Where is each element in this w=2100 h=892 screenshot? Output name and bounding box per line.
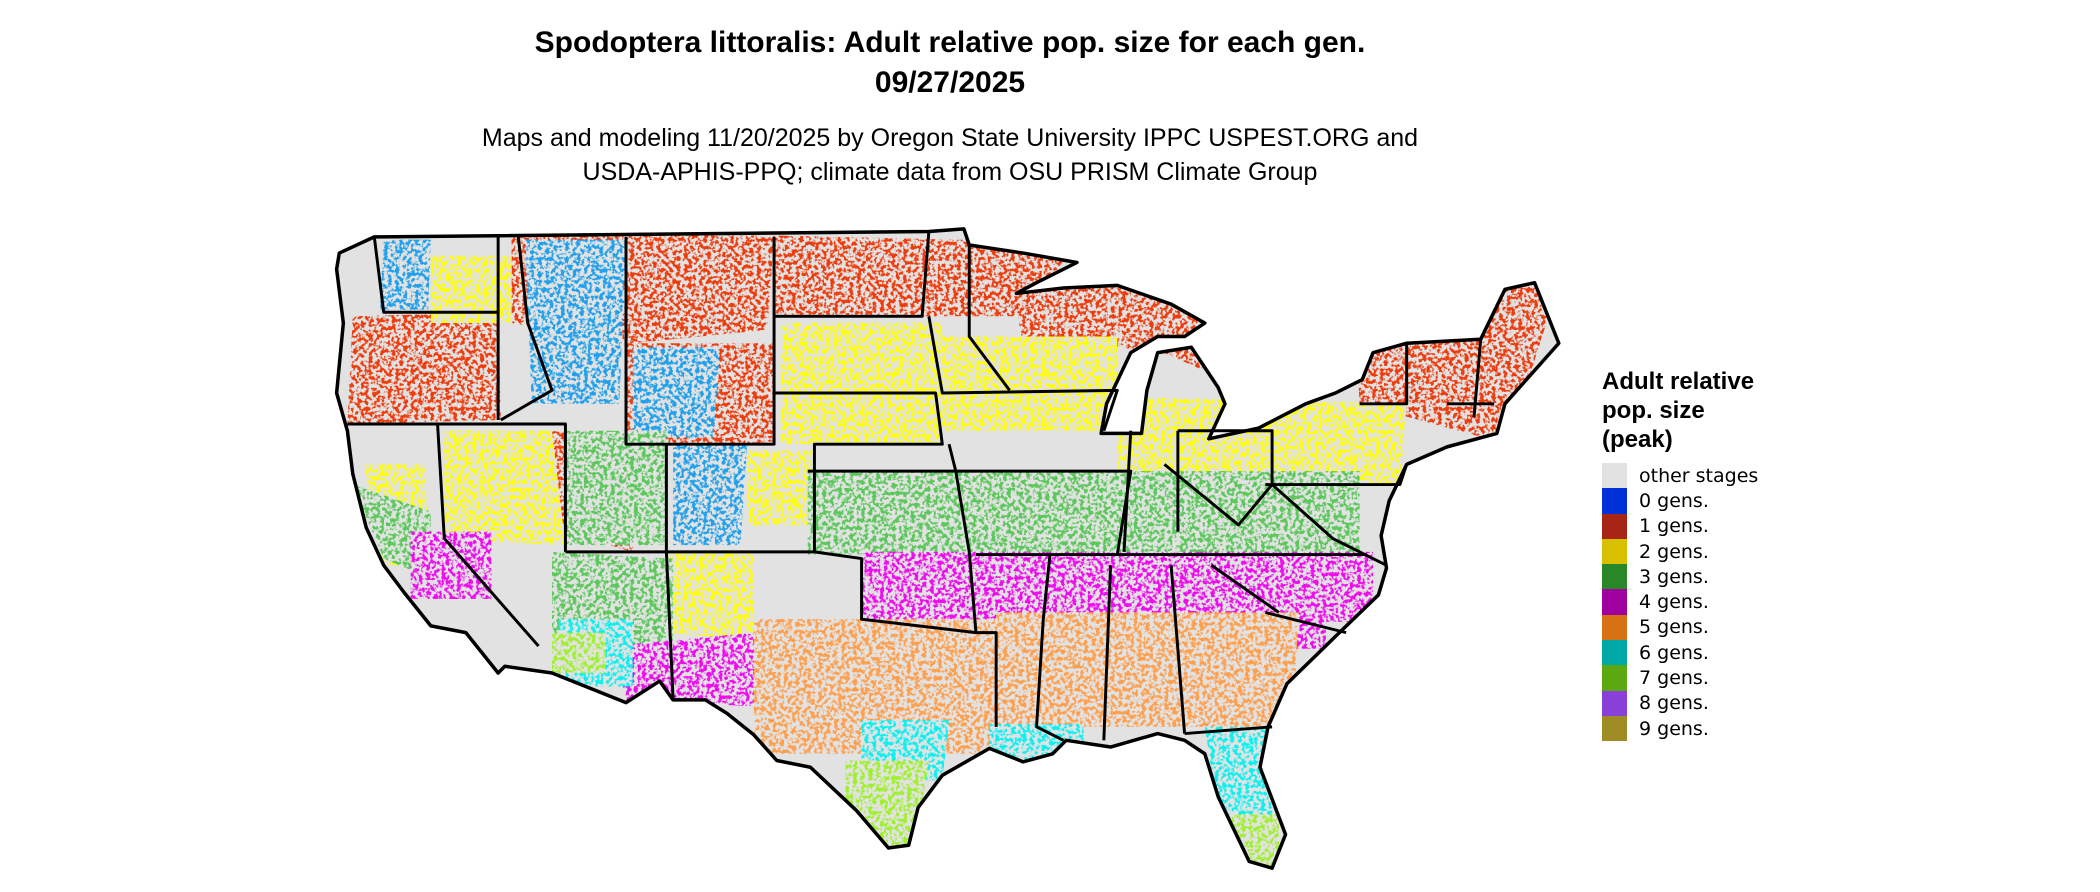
- legend-label: 6 gens.: [1639, 641, 1709, 664]
- region-gen2: [1117, 397, 1407, 485]
- legend-label: 9 gens.: [1639, 717, 1709, 740]
- legend-swatch: [1602, 589, 1627, 615]
- state-border: [1210, 564, 1280, 614]
- state-border: [807, 469, 998, 727]
- state-border: [774, 231, 931, 318]
- state-border: [1102, 565, 1113, 741]
- legend: Adult relative pop. size (peak) other st…: [1602, 367, 1759, 742]
- state-border: [664, 444, 675, 700]
- region-gen2: [444, 430, 566, 546]
- region-gen2: [747, 450, 815, 525]
- legend-item: 1 gens.: [1602, 513, 1758, 539]
- legend-item: 8 gens.: [1602, 690, 1758, 716]
- state-border: [1271, 483, 1388, 567]
- legend-swatch: [1602, 538, 1627, 565]
- region-gen2: [942, 336, 1118, 431]
- region-gen7: [845, 760, 929, 848]
- state-border: [814, 550, 977, 635]
- state-border: [1169, 565, 1187, 734]
- legend-item: 3 gens.: [1602, 564, 1758, 590]
- state-border: [372, 236, 499, 314]
- state-border: [347, 422, 567, 552]
- region-gen7: [551, 632, 606, 674]
- state-border: [947, 443, 1133, 555]
- state-border: [436, 423, 540, 648]
- state-border: [927, 316, 1119, 432]
- subtitle-line-1: Maps and modeling 11/20/2025 by Oregon S…: [481, 124, 1419, 152]
- legend-item: 9 gens.: [1602, 715, 1758, 742]
- legend-label: 0 gens.: [1639, 489, 1709, 512]
- region-gen2: [666, 551, 754, 640]
- state-border: [1184, 725, 1273, 736]
- subtitle-line-2: USDA-APHIS-PPQ; climate data from OSU PR…: [582, 158, 1318, 186]
- region-gen2: [430, 255, 512, 324]
- legend-label: 2 gens.: [1639, 540, 1709, 563]
- legend-title-line: (peak): [1602, 426, 1673, 453]
- legend-item: 4 gens.: [1602, 589, 1758, 615]
- legend-swatch: [1602, 513, 1627, 539]
- legend-title-line: Adult relative: [1602, 368, 1755, 395]
- region-gen0_light: [632, 347, 721, 438]
- legend-item: other stages: [1602, 463, 1759, 489]
- legend-swatch: [1602, 665, 1627, 691]
- region-gen3: [565, 430, 667, 546]
- legend-label: 1 gens.: [1639, 515, 1709, 538]
- region-gen3: [807, 471, 1360, 555]
- legend-label: 3 gens.: [1639, 565, 1709, 588]
- state-border: [967, 244, 1011, 392]
- state-border: [500, 236, 554, 422]
- region-gen2: [780, 323, 943, 445]
- legend-swatch: [1602, 614, 1627, 641]
- legend-label: 4 gens.: [1639, 591, 1709, 614]
- us-outline: [334, 227, 1561, 870]
- region-gen1: [347, 312, 501, 424]
- state-border: [1177, 429, 1274, 485]
- legend-item: 0 gens.: [1602, 488, 1758, 514]
- map-date: 09/27/2025: [874, 66, 1026, 99]
- legend-swatch: [1602, 690, 1627, 716]
- region-gen4: [410, 531, 492, 599]
- state-border: [1122, 430, 1133, 552]
- state-border: [1265, 610, 1347, 635]
- state-border: [624, 236, 776, 446]
- legend-title: Adult relative pop. size (peak): [1602, 367, 1758, 454]
- region-gen6: [989, 724, 1084, 762]
- legend-swatch: [1602, 488, 1627, 514]
- legend-label: 8 gens.: [1639, 692, 1709, 715]
- legend-label: 7 gens.: [1639, 667, 1709, 690]
- legend-label: 5 gens.: [1639, 616, 1709, 639]
- legend-title-line: pop. size: [1602, 397, 1705, 424]
- legend-item: 6 gens.: [1602, 640, 1758, 666]
- region-gen0_light: [673, 444, 748, 546]
- legend-label: other stages: [1639, 464, 1759, 487]
- region-gen0_light: [379, 239, 431, 310]
- state-border: [1035, 554, 1065, 742]
- state-border: [1472, 339, 1483, 418]
- state-border: [774, 391, 944, 552]
- legend-swatch: [1602, 463, 1627, 489]
- legend-swatch: [1602, 564, 1627, 590]
- legend-swatch: [1602, 715, 1627, 742]
- state-borders: [347, 231, 1495, 742]
- generation-regions: [347, 235, 1559, 869]
- region-gen5: [996, 612, 1300, 727]
- legend-swatch: [1602, 640, 1627, 666]
- legend-item: 7 gens.: [1602, 665, 1758, 691]
- state-border: [1163, 463, 1274, 527]
- region-gen0_light: [525, 239, 627, 404]
- map-title: Spodoptera littoralis: Adult relative po…: [534, 26, 1366, 59]
- region-gen6: [1204, 726, 1273, 815]
- state-border: [1359, 343, 1409, 406]
- legend-item: 2 gens.: [1602, 538, 1758, 565]
- legend-item: 5 gens.: [1602, 614, 1758, 641]
